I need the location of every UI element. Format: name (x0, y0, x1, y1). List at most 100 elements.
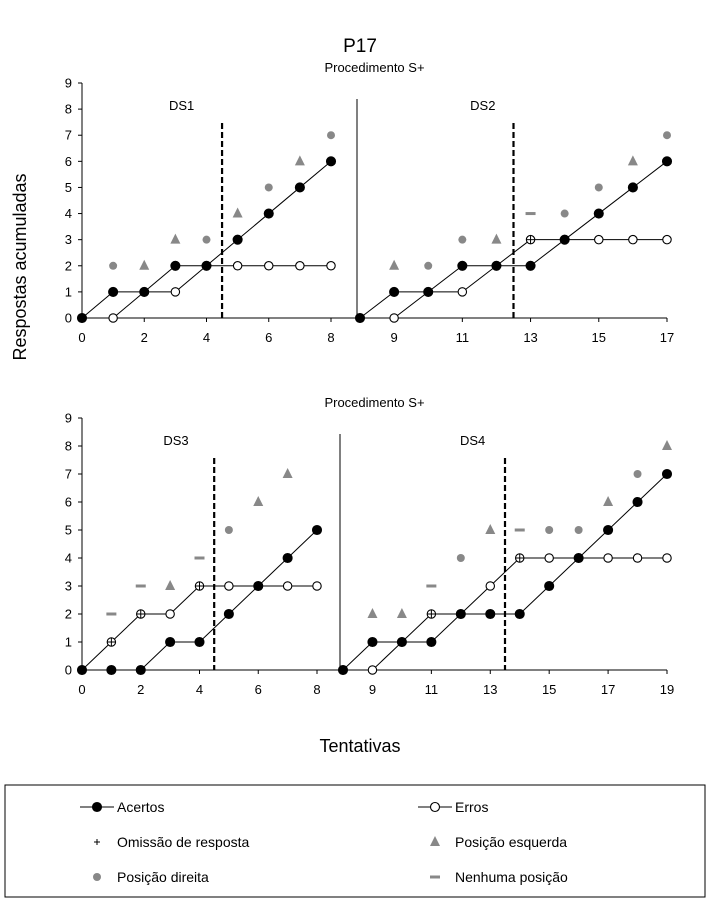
figure-title: P17 (343, 36, 377, 57)
y-tick-label: 1 (65, 284, 72, 299)
y-tick-label: 9 (65, 411, 72, 426)
y-tick-label: 9 (65, 76, 72, 91)
acertos-point (327, 157, 336, 166)
acertos-point (526, 261, 535, 270)
acertos-point (171, 261, 180, 270)
erros-point (283, 582, 291, 590)
y-tick-label: 4 (65, 551, 72, 566)
x-tick-label: 15 (542, 682, 556, 697)
y-tick-label: 5 (65, 180, 72, 195)
acertos-point (254, 582, 263, 591)
direita-marker (109, 262, 117, 270)
legend-label: Posição esquerda (455, 834, 567, 850)
legend-box (5, 785, 705, 897)
legend-label: Nenhuma posição (455, 869, 568, 885)
direita-marker (458, 236, 466, 244)
acertos-point (492, 261, 501, 270)
acertos-point (663, 470, 672, 479)
y-tick-label: 7 (65, 128, 72, 143)
erros-point (171, 288, 179, 296)
acertos-point (339, 666, 348, 675)
acertos-point (633, 498, 642, 507)
segment-ds1: DS10 2 4 6 8 (78, 98, 336, 345)
y-tick-label: 2 (65, 607, 72, 622)
erros-point (368, 666, 376, 674)
nenhuma-marker (526, 212, 536, 215)
panel-title: Procedimento S+ (324, 60, 424, 75)
erros-point (313, 582, 321, 590)
acertos-point (202, 261, 211, 270)
acertos-point (560, 235, 569, 244)
direita-marker (457, 554, 465, 562)
segment-label: DS4 (460, 433, 485, 448)
acertos-point (427, 638, 436, 647)
direita-marker (575, 526, 583, 534)
nenhuma-marker (136, 585, 146, 588)
acertos-point (136, 666, 145, 675)
esquerda-marker (170, 234, 180, 244)
esquerda-marker (295, 155, 305, 165)
panel-1: Procedimento S+ 0 1 2 3 4 5 6 7 8 9 DS1 0 2 4 6 8 DS2 9 11 1… (65, 60, 674, 345)
x-tick-label: 0 (78, 330, 85, 345)
legend-swatch-marker (93, 873, 101, 881)
acertos-point (397, 638, 406, 647)
x-tick-label: 11 (425, 682, 439, 697)
esquerda-marker (139, 260, 149, 270)
erros-point (390, 314, 398, 322)
y-tick-label: 5 (65, 523, 72, 538)
acertos-point (313, 526, 322, 535)
esquerda-marker (628, 155, 638, 165)
x-tick-label: 0 (78, 682, 85, 697)
y-axis-label: Respostas acumuladas (10, 173, 30, 360)
acertos-point (283, 554, 292, 563)
acertos-point (107, 666, 116, 675)
x-tick-label: 8 (313, 682, 320, 697)
nenhuma-marker (195, 557, 205, 560)
erros-point (109, 314, 117, 322)
acertos-point (545, 582, 554, 591)
acertos-line (82, 530, 317, 670)
esquerda-marker (367, 608, 377, 618)
y-tick-label: 1 (65, 635, 72, 650)
acertos-point (486, 610, 495, 619)
acertos-point (368, 638, 377, 647)
x-tick-label: 2 (137, 682, 144, 697)
direita-marker (225, 526, 233, 534)
nenhuma-marker (106, 613, 116, 616)
legend-item-omissao: Omissão de resposta (94, 834, 249, 850)
direita-marker (424, 262, 432, 270)
segment-label: DS3 (163, 433, 188, 448)
x-tick-label: 15 (592, 330, 606, 345)
x-tick-label: 8 (327, 330, 334, 345)
esquerda-marker (283, 468, 293, 478)
legend-swatch-marker (93, 803, 102, 812)
x-tick-label: 11 (456, 330, 470, 345)
nenhuma-marker (426, 585, 436, 588)
esquerda-marker (253, 496, 263, 506)
erros-point (633, 554, 641, 562)
legend-swatch-marker (431, 803, 440, 812)
direita-marker (265, 183, 273, 191)
y-tick-label: 8 (65, 439, 72, 454)
esquerda-marker (491, 234, 501, 244)
direita-marker (634, 470, 642, 478)
erros-point (486, 582, 494, 590)
esquerda-marker (233, 208, 243, 218)
y-tick-label: 6 (65, 495, 72, 510)
erros-point (545, 554, 553, 562)
legend: Acertos Erros Omissão de resposta Posição e… (5, 785, 705, 897)
erros-point (327, 262, 335, 270)
esquerda-marker (662, 440, 672, 450)
esquerda-marker (165, 580, 175, 590)
segment-ds2: DS2 9 11 13 15 17 (356, 98, 675, 345)
x-tick-label: 17 (601, 682, 615, 697)
panel-2: Procedimento S+0123456789DS30 2 4 6 8DS49 11 1… (65, 395, 674, 697)
direita-marker (663, 131, 671, 139)
acertos-point (233, 235, 242, 244)
acertos-point (663, 157, 672, 166)
esquerda-marker (603, 496, 613, 506)
y-tick-label: 7 (65, 467, 72, 482)
acertos-point (140, 287, 149, 296)
acertos-point (594, 209, 603, 218)
